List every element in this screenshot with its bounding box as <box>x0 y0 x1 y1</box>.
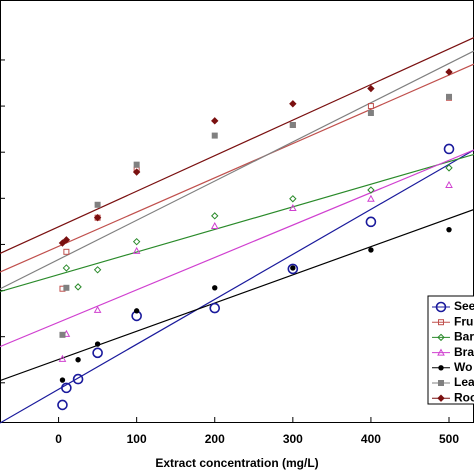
x-tick-label: 0 <box>55 432 62 446</box>
x-tick-label: 100 <box>127 432 147 446</box>
point <box>290 265 296 271</box>
point <box>93 305 102 313</box>
legend-label: Bra <box>454 345 474 359</box>
x-tick-label: 400 <box>361 432 381 446</box>
point <box>445 164 453 172</box>
point <box>287 263 299 275</box>
legend-label: Roo <box>454 390 474 404</box>
trend-line <box>0 149 474 424</box>
point <box>132 237 141 246</box>
point <box>368 247 374 253</box>
trend-line <box>0 50 474 290</box>
point <box>289 100 297 108</box>
point <box>367 186 375 194</box>
trend-line <box>0 153 474 293</box>
point <box>132 246 141 254</box>
trend-line <box>0 149 474 348</box>
point <box>445 68 453 76</box>
point <box>365 216 377 228</box>
legend-marker <box>438 365 444 371</box>
point <box>133 308 140 314</box>
point <box>61 382 72 394</box>
x-tick-label: 200 <box>205 432 225 446</box>
point <box>93 266 102 274</box>
point <box>211 132 218 139</box>
point <box>367 103 374 110</box>
x-tick-label: 500 <box>439 432 459 446</box>
point <box>58 239 67 247</box>
point <box>445 180 453 188</box>
point <box>75 357 81 363</box>
legend-label: Lea <box>454 375 474 389</box>
point <box>59 331 66 338</box>
legend-marker <box>438 380 444 386</box>
point <box>132 168 141 176</box>
point <box>72 373 84 385</box>
point <box>58 354 67 362</box>
point <box>63 284 70 291</box>
point <box>62 236 71 244</box>
point <box>288 203 297 212</box>
legend-label: Wo <box>454 360 472 374</box>
point <box>92 347 103 359</box>
point <box>367 84 375 93</box>
trend-line <box>0 208 474 382</box>
x-tick-label: 300 <box>283 432 303 446</box>
point <box>212 285 218 291</box>
legend-marker <box>435 301 447 313</box>
legend-marker <box>437 333 445 342</box>
point <box>74 283 82 291</box>
point <box>94 201 101 208</box>
point <box>211 212 219 220</box>
point <box>210 221 219 229</box>
point <box>367 109 374 116</box>
point <box>63 248 70 255</box>
point <box>446 226 452 233</box>
legend-label: Fru <box>454 314 473 328</box>
plot-frame <box>0 0 474 423</box>
point <box>62 264 71 272</box>
point <box>133 161 140 168</box>
legend-label: See <box>454 299 474 313</box>
point <box>94 341 101 347</box>
x-axis-label: Extract concentration (mg/L) <box>155 456 318 470</box>
point <box>443 143 455 155</box>
trend-line <box>0 37 474 254</box>
point <box>209 302 221 314</box>
legend-marker <box>437 394 445 402</box>
point <box>289 121 296 128</box>
legend-box <box>427 295 474 405</box>
point <box>446 93 453 100</box>
trend-line <box>0 63 474 273</box>
legend-label: Bar <box>454 330 474 344</box>
point <box>367 194 375 202</box>
point <box>93 213 102 222</box>
point <box>211 117 219 125</box>
point <box>289 195 297 203</box>
legend-marker <box>438 319 444 326</box>
point <box>57 399 68 411</box>
point <box>59 377 66 383</box>
legend-marker <box>437 348 445 356</box>
